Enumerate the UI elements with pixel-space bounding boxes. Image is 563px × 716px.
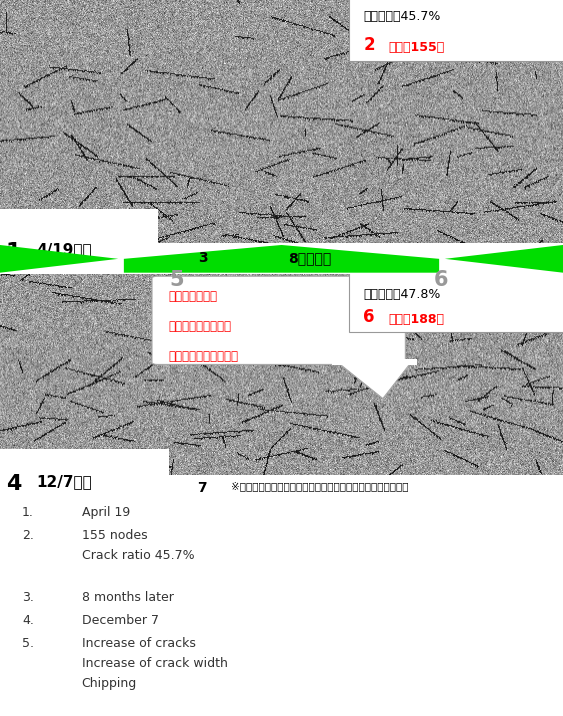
- FancyBboxPatch shape: [0, 449, 169, 475]
- FancyBboxPatch shape: [152, 276, 405, 364]
- Text: 7: 7: [197, 480, 207, 495]
- Text: 4.: 4.: [22, 614, 34, 627]
- Text: ひび割れ甁47.8%: ひび割れ甁47.8%: [363, 289, 440, 301]
- Text: 12/7撮影: 12/7撮影: [37, 474, 92, 489]
- Text: 6: 6: [363, 309, 374, 326]
- Text: 3: 3: [198, 251, 208, 265]
- FancyBboxPatch shape: [332, 359, 417, 365]
- Text: April 19: April 19: [82, 506, 130, 519]
- Polygon shape: [124, 245, 439, 273]
- Text: 8ケ月経過: 8ケ月経過: [288, 251, 331, 265]
- Text: 2.: 2.: [22, 529, 34, 542]
- FancyBboxPatch shape: [349, 272, 563, 332]
- Text: 5.: 5.: [22, 637, 34, 650]
- Text: 155 nodes: 155 nodes: [82, 529, 148, 542]
- Text: 4/19撮影: 4/19撮影: [37, 242, 92, 257]
- Text: 3.: 3.: [22, 591, 34, 604]
- FancyBboxPatch shape: [0, 209, 158, 243]
- Text: ・ひび割れ幅の増大: ・ひび割れ幅の増大: [169, 320, 232, 334]
- Text: 5: 5: [169, 270, 184, 290]
- Text: 1.: 1.: [22, 506, 34, 519]
- Polygon shape: [338, 362, 411, 399]
- Text: 結節点155個: 結節点155個: [388, 41, 445, 54]
- Text: ひび割れ甁45.7%: ひび割れ甁45.7%: [363, 10, 440, 23]
- Text: Increase of cracks: Increase of cracks: [82, 637, 195, 650]
- Text: 1: 1: [6, 242, 21, 262]
- Text: 結節点188個: 結節点188個: [388, 314, 444, 326]
- Text: 8 months later: 8 months later: [82, 591, 173, 604]
- Text: ※ひび割れをわかりやすくするために画像を加工しております: ※ひび割れをわかりやすくするために画像を加工しております: [231, 480, 408, 490]
- Text: ・角欠けの発生: ・角欠けの発生: [169, 290, 218, 304]
- Text: Crack ratio 45.7%: Crack ratio 45.7%: [82, 548, 194, 562]
- Polygon shape: [445, 245, 563, 273]
- Polygon shape: [0, 245, 118, 273]
- FancyBboxPatch shape: [349, 0, 563, 61]
- Text: 4: 4: [6, 474, 21, 494]
- Text: ・ひび割れ本数の増加: ・ひび割れ本数の増加: [169, 350, 239, 364]
- Text: December 7: December 7: [82, 614, 159, 627]
- Text: 6: 6: [434, 270, 448, 290]
- Text: 2: 2: [363, 36, 375, 54]
- Text: Chipping: Chipping: [82, 677, 137, 690]
- Text: Increase of crack width: Increase of crack width: [82, 657, 227, 670]
